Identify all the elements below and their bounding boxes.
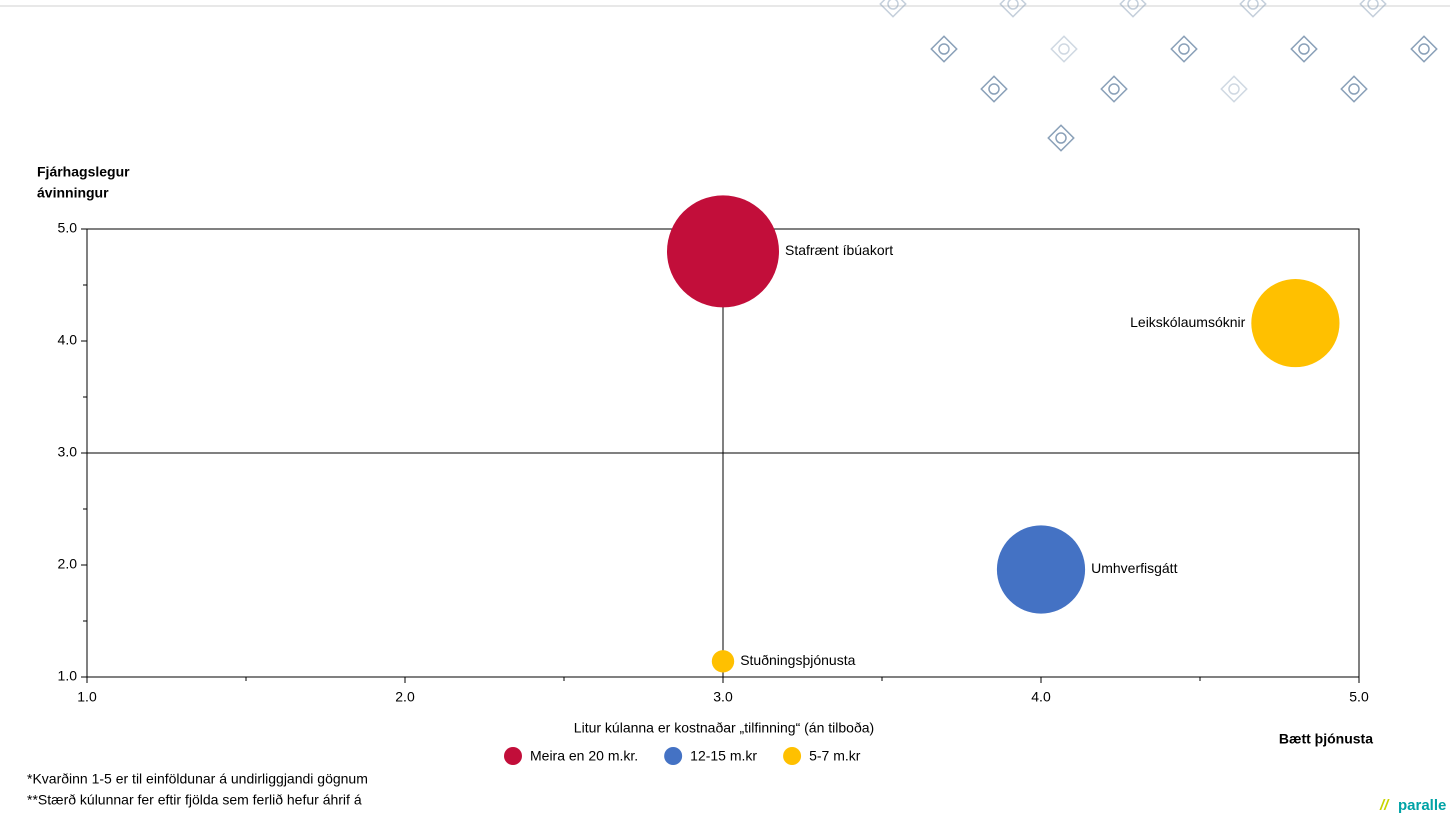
- decor-shape: [887, 0, 899, 10]
- decor-shape: [879, 0, 907, 18]
- legend-label: 5-7 m.kr: [809, 748, 861, 764]
- x-tick-label: 1.0: [77, 689, 97, 705]
- decor-shape: [1340, 75, 1368, 103]
- legend-label: 12-15 m.kr: [690, 748, 757, 764]
- logo-mark: //: [1379, 797, 1390, 814]
- decor-shape: [1055, 132, 1067, 144]
- decor-pattern: [879, 0, 1438, 152]
- decor-shape: [1220, 75, 1248, 103]
- bubble-label: Stafrænt íbúakort: [785, 242, 893, 258]
- decor-icon: [1119, 0, 1147, 18]
- decor-shape: [1348, 83, 1360, 95]
- bubble: [711, 650, 735, 673]
- decor-shape: [980, 75, 1008, 103]
- decor-icon: [1239, 0, 1267, 18]
- decor-shape: [1050, 35, 1078, 63]
- decor-shape: [1047, 124, 1075, 152]
- decor-icon: [1340, 75, 1368, 103]
- decor-shape: [1410, 35, 1438, 63]
- decor-icon: [1170, 35, 1198, 63]
- bubble-label: Leikskólaumsóknir: [1130, 314, 1245, 330]
- bubble: [667, 195, 779, 308]
- decor-icon: [1220, 75, 1248, 103]
- x-tick-label: 3.0: [713, 689, 733, 705]
- decor-icon: [980, 75, 1008, 103]
- y-title: Fjárhagslegur: [37, 164, 130, 180]
- bubble: [996, 525, 1086, 614]
- x-tick-label: 4.0: [1031, 689, 1051, 705]
- decor-icon: [999, 0, 1027, 18]
- decor-icon: [930, 35, 958, 63]
- legend-swatch: [504, 747, 522, 765]
- decor-shape: [1127, 0, 1139, 10]
- decor-shape: [1178, 43, 1190, 55]
- decor-shape: [1298, 43, 1310, 55]
- decor-shape: [938, 43, 950, 55]
- decor-shape: [1367, 0, 1379, 10]
- decor-shape: [988, 83, 1000, 95]
- y-tick-label: 2.0: [58, 556, 78, 572]
- decor-shape: [1247, 0, 1259, 10]
- y-tick-label: 5.0: [58, 220, 78, 236]
- footnote: **Stærð kúlunnar fer eftir fjölda sem fe…: [27, 792, 362, 808]
- legend-swatch: [783, 747, 802, 765]
- decor-shape: [1007, 0, 1019, 10]
- decor-icon: [1100, 75, 1128, 103]
- footnote: *Kvarðinn 1-5 er til einföldunar á undir…: [27, 771, 368, 787]
- legend-label: Meira en 20 m.kr.: [530, 748, 638, 764]
- y-title: ávinningur: [37, 185, 109, 201]
- bubble-label: Stuðningsþjónusta: [740, 652, 855, 668]
- bubble: [1251, 278, 1340, 368]
- decor-shape: [1170, 35, 1198, 63]
- decor-shape: [1359, 0, 1387, 18]
- y-tick-label: 3.0: [58, 444, 78, 460]
- decor-shape: [1290, 35, 1318, 63]
- decor-icon: [1410, 35, 1438, 63]
- decor-shape: [1228, 83, 1240, 95]
- decor-shape: [1119, 0, 1147, 18]
- logo-text: paralle: [1398, 797, 1446, 814]
- legend-swatch: [664, 747, 683, 765]
- decor-icon: [879, 0, 907, 18]
- decor-shape: [1058, 43, 1070, 55]
- decor-shape: [1108, 83, 1120, 95]
- x-tick-label: 5.0: [1349, 689, 1369, 705]
- legend-title: Litur kúlanna er kostnaðar „tilfinning“ …: [574, 720, 874, 736]
- decor-icon: [1050, 35, 1078, 63]
- decor-icon: [1359, 0, 1387, 18]
- decor-shape: [1418, 43, 1430, 55]
- decor-shape: [930, 35, 958, 63]
- decor-shape: [1239, 0, 1267, 18]
- decor-icon: [1047, 124, 1075, 152]
- y-tick-label: 1.0: [58, 668, 78, 684]
- decor-icon: [1290, 35, 1318, 63]
- y-tick-label: 4.0: [58, 332, 78, 348]
- x-tick-label: 2.0: [395, 689, 415, 705]
- decor-shape: [1100, 75, 1128, 103]
- x-title: Bætt þjónusta: [1279, 731, 1373, 747]
- decor-shape: [999, 0, 1027, 18]
- bubble-label: Umhverfisgátt: [1091, 560, 1177, 576]
